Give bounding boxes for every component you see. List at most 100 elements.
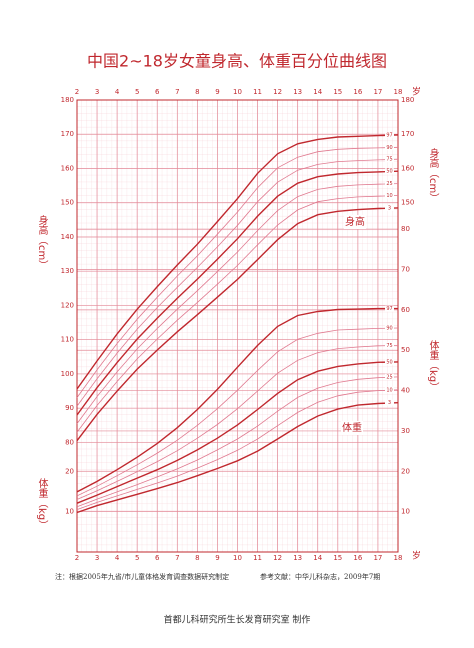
percentile-curve: [76, 345, 399, 500]
x-tick-label: 18: [394, 88, 403, 96]
series-label: 75: [386, 343, 392, 349]
x-tick-label: 7: [175, 88, 179, 96]
label-bg: [385, 399, 394, 406]
x-tick-label: 6: [155, 88, 160, 96]
x-tick-label: 12: [273, 88, 282, 96]
x-tick-label: 11: [253, 88, 262, 96]
y-tick-label: 90: [65, 404, 74, 412]
x-tick-label: 3: [95, 554, 99, 562]
x-tick-label: 13: [293, 88, 302, 96]
label-bg: [385, 325, 394, 332]
x-tick-label: 16: [353, 88, 362, 96]
y2-tick-label: 50: [401, 346, 410, 354]
percentile-curve: [76, 402, 399, 514]
label-bg: [385, 204, 394, 211]
series-label: 25: [386, 181, 392, 187]
percentile-curve: [76, 361, 399, 504]
x-tick-label: 8: [195, 554, 199, 562]
x-tick-label: 4: [115, 554, 120, 562]
percentile-curve: [76, 183, 399, 424]
y2-tick-label: 40: [401, 387, 410, 395]
chart-title: 中国2~18岁女童身高、体重百分位曲线图: [87, 52, 387, 71]
x-tick-label: 2: [75, 88, 79, 96]
annotation-bg: [341, 421, 363, 435]
label-bg: [385, 373, 394, 380]
y-axis-label: 身高（cm）: [427, 147, 439, 203]
x-tick-label: 15: [333, 554, 342, 562]
percentile-curve: [76, 307, 398, 493]
label-bg: [385, 358, 394, 365]
y2-tick-label: 10: [401, 508, 410, 516]
percentile-curve: [76, 195, 399, 433]
x-tick-label: 2: [75, 554, 79, 562]
label-bg: [385, 386, 394, 393]
series-label: 90: [386, 145, 392, 151]
series-label: 97: [386, 132, 392, 138]
series-label: 3: [388, 400, 391, 406]
y-tick-label: 110: [61, 336, 74, 344]
x-unit: 岁: [412, 86, 421, 98]
y-tick-label: 170: [401, 130, 414, 138]
x-tick-label: 15: [333, 88, 342, 96]
y-tick-label: 160: [61, 164, 74, 172]
label-bg: [385, 180, 394, 187]
series-label: 75: [386, 157, 392, 163]
x-tick-label: 7: [175, 554, 179, 562]
percentile-curve: [76, 158, 399, 407]
series-label: 50: [386, 169, 392, 175]
y-tick-label: 140: [61, 233, 74, 241]
label-bg: [385, 156, 394, 163]
percentile-curve: [76, 146, 399, 398]
source-note: 注：根据2005年九省/市儿童体格发育调查数据研究制定: [55, 572, 229, 581]
y2-tick-label: 60: [401, 306, 410, 314]
label-bg: [385, 192, 394, 199]
series-label: 3: [388, 205, 391, 211]
percentile-curve: [76, 389, 399, 510]
label-bg: [385, 168, 394, 175]
x-tick-label: 10: [233, 554, 242, 562]
percentile-curve: [76, 376, 399, 508]
reference-note: 参考文献：中华儿科杂志，2009年7期: [260, 572, 380, 581]
label-bg: [385, 342, 394, 349]
y-axis-label: 身高（cm）: [36, 214, 48, 270]
y-tick-label: 80: [65, 438, 74, 446]
y2-tick-label: 20: [401, 467, 410, 475]
y2-tick-label: 20: [65, 467, 74, 475]
y-tick-label: 120: [61, 301, 74, 309]
series-label: 10: [386, 387, 392, 393]
x-tick-label: 10: [233, 88, 242, 96]
x-tick-label: 5: [135, 554, 139, 562]
x-unit: 岁: [412, 550, 421, 562]
y2-tick-label: 80: [401, 225, 410, 233]
y2-tick-label: 10: [65, 508, 74, 516]
annotation: 体重: [342, 421, 362, 434]
x-tick-label: 14: [313, 88, 322, 96]
x-tick-label: 9: [215, 554, 219, 562]
x-tick-label: 12: [273, 554, 282, 562]
annotation: 身高: [345, 215, 365, 228]
y-tick-label: 180: [61, 96, 74, 104]
annotation-bg: [344, 215, 366, 229]
percentile-curve: [76, 207, 399, 442]
y-tick-label: 150: [401, 199, 414, 207]
label-bg: [385, 144, 394, 151]
label-bg: [385, 305, 394, 312]
x-tick-label: 8: [195, 88, 199, 96]
y2-tick-label: 30: [401, 427, 410, 435]
percentile-curve: [76, 134, 399, 390]
series-label: 50: [386, 359, 392, 365]
series-label: 10: [386, 193, 392, 199]
x-tick-label: 5: [135, 88, 139, 96]
x-tick-label: 18: [394, 554, 403, 562]
x-tick-label: 11: [253, 554, 262, 562]
y2-axis-label: 体重（kg）: [427, 340, 439, 392]
x-tick-label: 9: [215, 88, 219, 96]
series-label: 90: [386, 326, 392, 332]
percentile-curve: [76, 327, 399, 497]
y2-tick-label: 70: [401, 266, 410, 274]
x-tick-label: 17: [373, 554, 382, 562]
plot-frame: [76, 99, 399, 553]
y-tick-label: 150: [61, 199, 74, 207]
series-label: 97: [386, 306, 392, 312]
